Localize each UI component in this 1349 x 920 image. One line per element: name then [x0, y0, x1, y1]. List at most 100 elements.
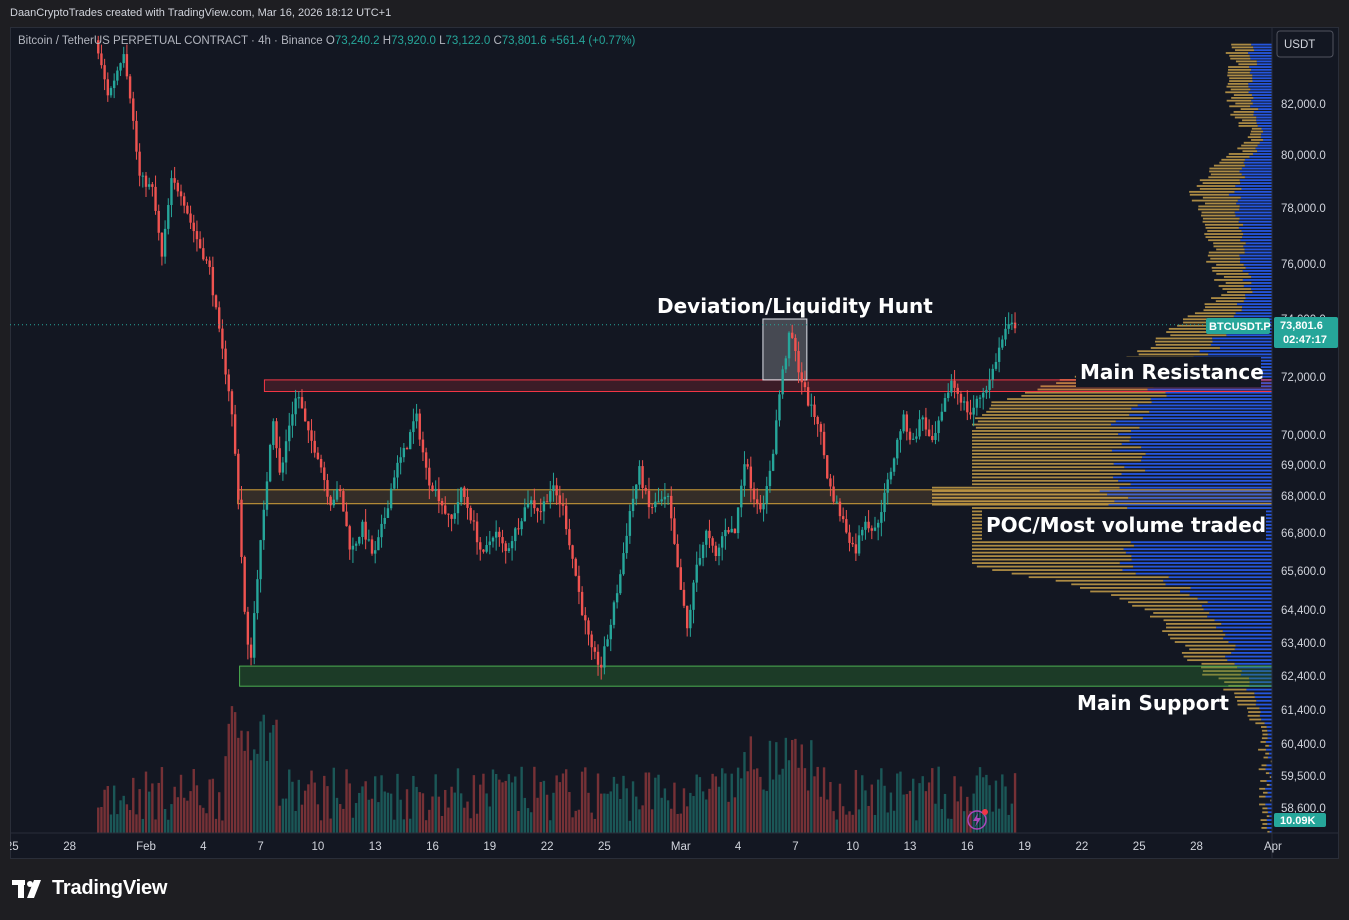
vp-down-bar — [1237, 147, 1256, 150]
vp-down-bar — [1241, 144, 1258, 147]
vp-up-bar — [1208, 353, 1272, 356]
volume-bar — [819, 796, 823, 833]
volume-bar — [756, 768, 759, 833]
vp-up-bar — [1122, 569, 1272, 571]
vp-up-bar — [1139, 426, 1272, 429]
volume-bar — [507, 774, 511, 833]
volume-bar — [584, 767, 587, 833]
currency-button[interactable]: USDT — [1284, 39, 1315, 51]
vp-down-bar — [972, 507, 1128, 509]
candle-body — [635, 484, 638, 499]
volume-bar — [300, 804, 304, 833]
volume-bar — [577, 809, 581, 833]
vp-up-bar — [1244, 158, 1272, 161]
time-tick-label: 22 — [541, 841, 554, 853]
volume-bar — [851, 814, 854, 833]
candle-body — [179, 191, 183, 197]
candle-body — [1001, 339, 1004, 348]
vp-up-bar — [1201, 604, 1272, 607]
price-tag-box — [1274, 317, 1338, 348]
vp-up-bar — [1267, 737, 1272, 740]
vp-up-bar — [1257, 125, 1272, 127]
vp-down-bar — [1007, 398, 1151, 400]
ohlc-high-label: H — [382, 35, 392, 47]
candle-body — [717, 547, 721, 557]
volume-bar — [545, 794, 549, 833]
vp-up-bar — [1244, 251, 1272, 254]
lightning-icon[interactable] — [967, 810, 987, 830]
volume-bar — [259, 721, 262, 833]
volume-bar — [291, 781, 294, 833]
volume-bar — [151, 783, 154, 833]
candle-body — [233, 414, 237, 454]
vp-up-bar — [1239, 170, 1272, 173]
deviation-box[interactable] — [762, 318, 808, 381]
candle-body — [345, 511, 348, 527]
candle-body — [689, 609, 692, 629]
volume-bar — [469, 818, 472, 833]
vp-down-bar — [1237, 699, 1257, 702]
candle-body — [211, 266, 215, 296]
volume-bar — [361, 786, 364, 833]
volume-bar — [424, 820, 428, 833]
vp-down-bar — [1226, 155, 1250, 158]
symbol-tag: BTCUSDT.P — [1209, 321, 1271, 333]
candle-body — [393, 477, 396, 489]
vp-down-bar — [1155, 337, 1213, 340]
volume-bar — [685, 806, 689, 833]
vp-up-bar — [1190, 587, 1272, 589]
vp-up-bar — [1259, 714, 1272, 717]
volume-bar — [520, 766, 523, 833]
volume-bar — [211, 778, 215, 833]
volume-bar — [943, 793, 947, 833]
price-chart[interactable]: Deviation/Liquidity Hunt Main Resistance… — [10, 27, 1339, 859]
vp-up-bar — [1228, 641, 1272, 643]
candle-body — [892, 458, 896, 472]
vp-up-bar — [1267, 756, 1272, 759]
vp-down-bar — [1259, 787, 1266, 790]
vp-down-bar — [1183, 655, 1226, 658]
alert-dot — [982, 809, 988, 815]
zone-main-support[interactable] — [239, 665, 1272, 687]
candle-body — [316, 452, 320, 459]
candle-body — [775, 420, 778, 454]
vp-up-bar — [1115, 420, 1272, 423]
candle-body — [654, 501, 657, 508]
vp-down-bar — [1213, 164, 1245, 167]
candle-body — [240, 499, 243, 557]
chart-pane[interactable] — [10, 27, 1339, 859]
candle-body — [870, 528, 873, 531]
volume-bar — [689, 792, 692, 833]
candle-body — [915, 436, 918, 439]
candle-body — [577, 575, 581, 592]
volume-bar — [797, 767, 800, 833]
time-tick-label: 19 — [483, 841, 496, 853]
volume-bar — [991, 811, 994, 833]
vp-up-bar — [1241, 167, 1272, 170]
volume-bar — [106, 786, 109, 833]
vp-up-bar — [1269, 772, 1272, 775]
volume-bar — [841, 806, 845, 833]
volume-bar — [1007, 814, 1010, 833]
volume-bar — [902, 794, 905, 833]
vp-down-bar — [1203, 309, 1242, 312]
volume-bar — [112, 785, 116, 833]
volume-bar — [434, 774, 437, 833]
volume-bar — [918, 783, 921, 833]
volume-bar — [332, 767, 336, 833]
time-tick-label: 19 — [1018, 841, 1031, 853]
candle-body — [370, 539, 374, 554]
volume-bar — [816, 766, 819, 833]
volume-bar — [459, 793, 463, 833]
vp-down-bar — [1204, 303, 1238, 306]
volume-bar — [606, 793, 609, 833]
vp-down-bar — [975, 417, 1143, 420]
vp-down-bar — [1261, 729, 1268, 732]
vp-down-bar — [1221, 158, 1245, 161]
vp-up-bar — [1141, 459, 1272, 462]
vp-down-bar — [972, 453, 1146, 455]
candle-body — [125, 54, 129, 77]
vp-up-bar — [1238, 220, 1272, 223]
vp-up-bar — [1256, 699, 1272, 702]
vp-up-bar — [1131, 558, 1272, 561]
